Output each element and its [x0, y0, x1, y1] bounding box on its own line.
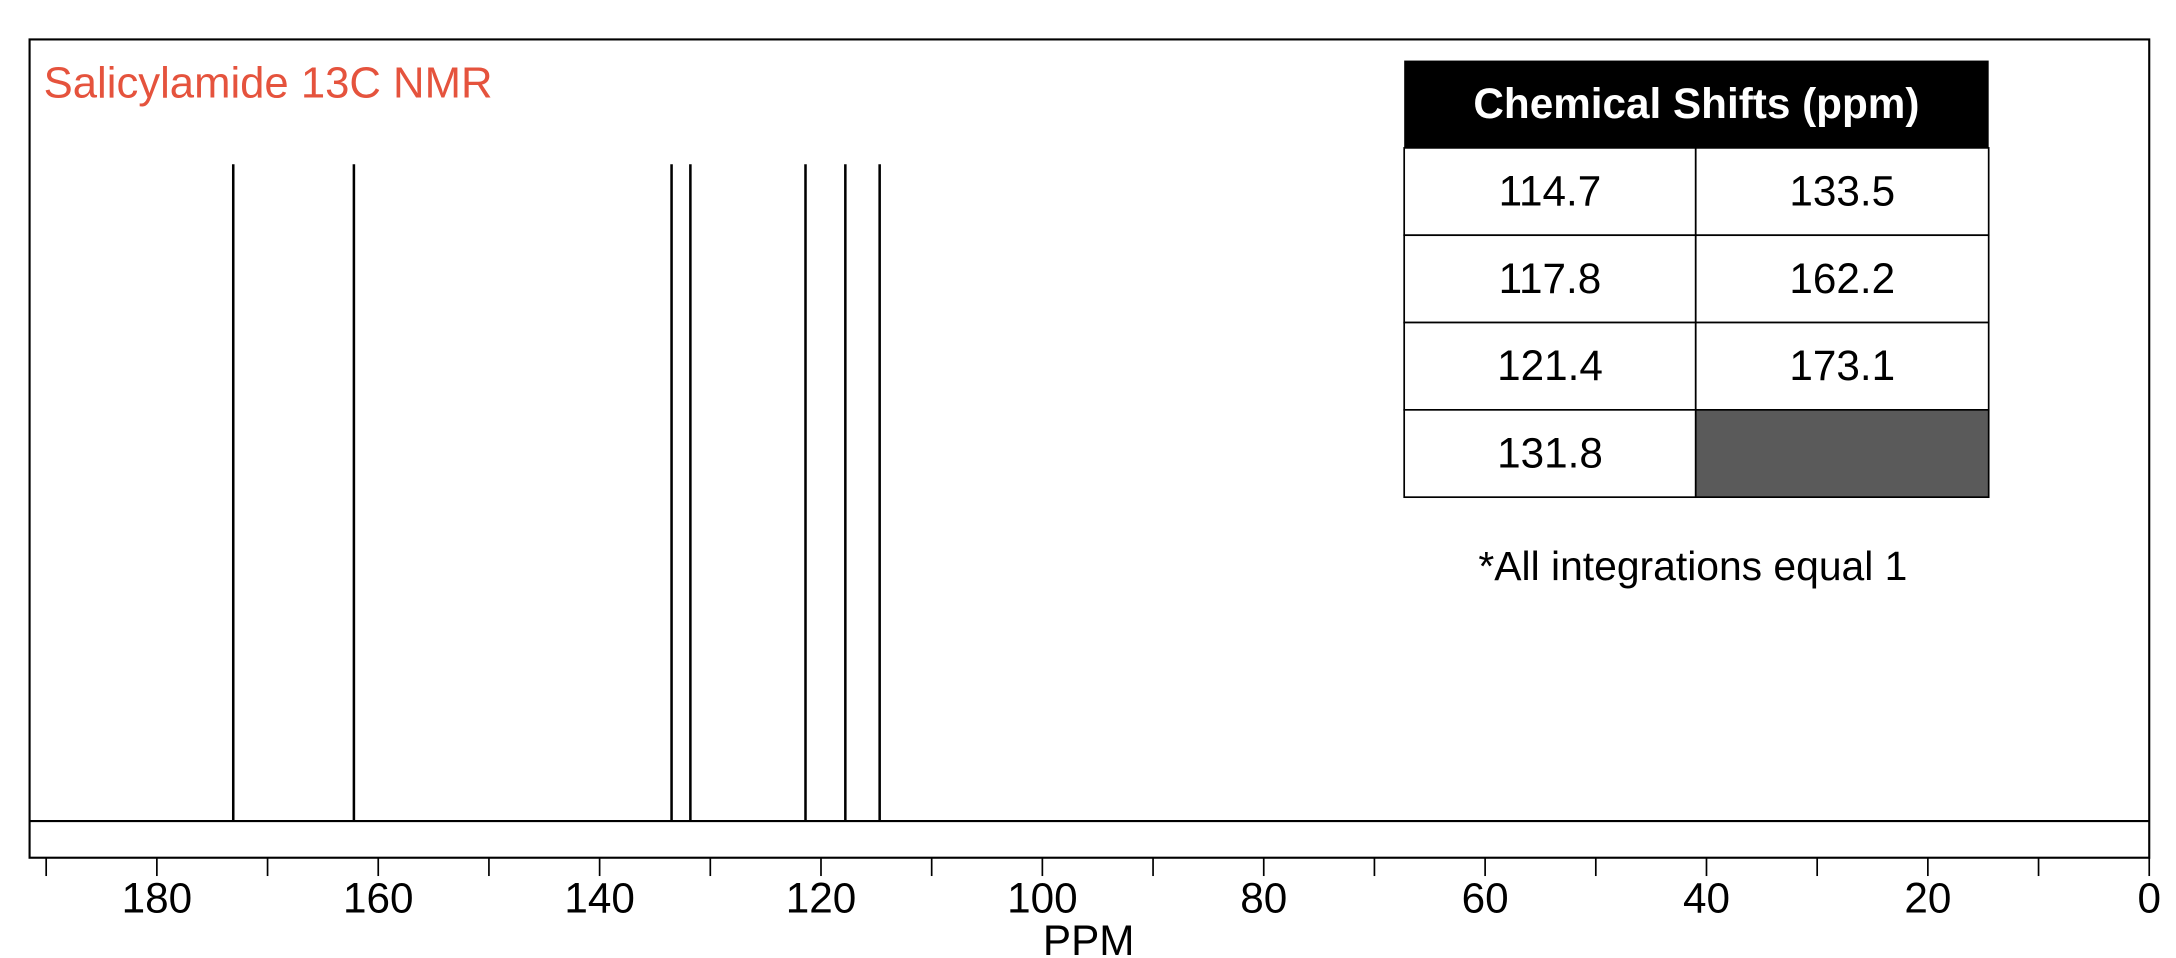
x-tick-label: 140: [564, 875, 635, 922]
x-tick-label: 20: [1904, 875, 1951, 922]
table-cell-text: 133.5: [1789, 168, 1895, 215]
table-cell: [1694, 321, 1990, 411]
x-tick-label: 100: [1007, 875, 1077, 922]
table-cell-text: 114.7: [1499, 168, 1602, 215]
table-cell-text: 162.2: [1789, 255, 1895, 302]
x-tick-label: 160: [343, 875, 413, 922]
table-cell-text: 117.8: [1499, 255, 1602, 302]
table-cell-text: 131.8: [1497, 429, 1603, 476]
table-cell: [1694, 409, 1990, 499]
table-cell: [1403, 234, 1697, 324]
x-tick-label: 80: [1240, 875, 1287, 922]
chart-title: Salicylamide 13C NMR: [44, 58, 493, 107]
x-tick-label: 180: [122, 875, 193, 922]
x-tick-label: 120: [786, 875, 857, 922]
x-tick-label: 40: [1683, 875, 1730, 922]
annotation: *All integrations equal 1: [1478, 543, 1907, 589]
table-cell-text: 121.4: [1497, 342, 1603, 389]
table-cell: [1694, 147, 1990, 237]
x-tick-label: 0: [2137, 875, 2161, 922]
table-cell: [1694, 234, 1990, 324]
x-axis-label: PPM: [1043, 917, 1135, 958]
table-cell: [1403, 409, 1697, 499]
table-header-bg: [1404, 60, 1989, 148]
x-tick-label: 60: [1462, 875, 1509, 922]
table-header: Chemical Shifts (ppm): [1473, 80, 1919, 127]
table-cell-text: 173.1: [1789, 342, 1895, 389]
